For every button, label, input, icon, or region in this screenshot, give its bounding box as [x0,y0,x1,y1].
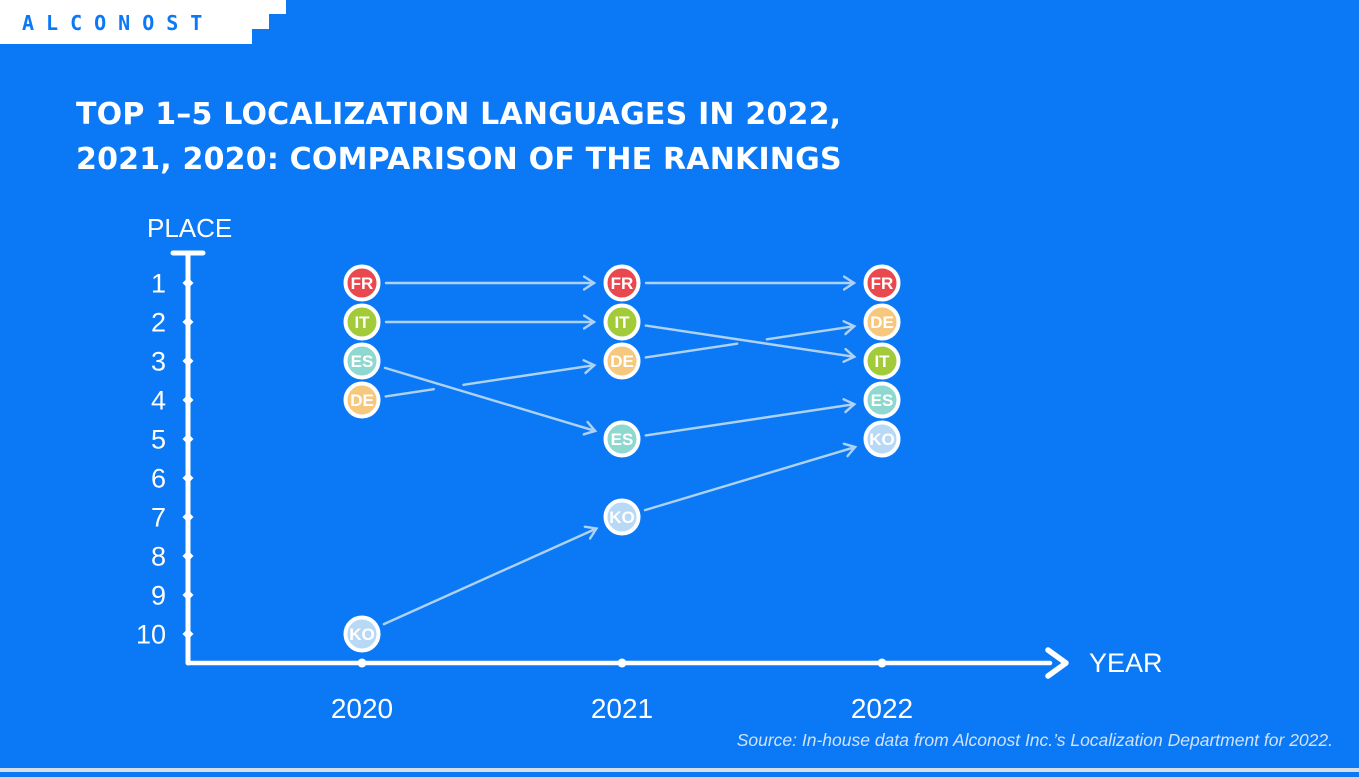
logo-banner: ALCONOST [0,0,286,44]
connector-KO-2021-to-2022 [643,447,855,512]
badge-IT-2022: IT [863,342,901,380]
badge-ES-2020: ES [343,342,381,380]
badge-circle-KO [343,615,381,653]
source-note: Source: In-house data from Alconost Inc.… [736,730,1333,750]
x-tick-2022 [877,658,887,668]
badge-label-IT: IT [614,313,630,332]
y-tick-label-place-9: 9 [151,581,166,611]
badge-DE-2022: DE [863,303,901,341]
y-tick-label-place-2: 2 [151,308,166,338]
badge-circle-IT [863,342,901,380]
connector-DE-2021-to-2022 [765,326,854,341]
badge-circle-DE [343,381,381,419]
y-tick-place-8 [182,550,194,562]
x-axis-arrowhead-icon [1045,647,1069,679]
x-tick-2021 [617,658,627,668]
y-tick-label-place-1: 1 [151,269,166,299]
badge-FR-2022: FR [863,264,901,302]
y-tick-place-9 [182,589,194,601]
badge-IT-2021: IT [603,303,641,341]
badge-circle-IT [603,303,641,341]
logo-banner-shape [0,0,286,44]
badge-label-FR: FR [611,274,634,293]
badge-circle-KO [603,498,641,536]
badge-circle-DE [603,342,641,380]
y-tick-place-1 [182,277,194,289]
badge-circle-IT [343,303,381,341]
logo-wordmark: ALCONOST [22,11,214,35]
y-tick-place-5 [182,433,194,445]
y-tick-label-place-8: 8 [151,542,166,572]
x-tick-2020 [357,658,367,668]
badge-FR-2020: FR [343,264,381,302]
page-title: TOP 1–5 LOCALIZATION LANGUAGES IN 2022, … [76,92,842,182]
badge-label-DE: DE [610,352,634,371]
y-tick-label-place-10: 10 [136,620,166,650]
y-tick-place-2 [182,316,194,328]
y-tick-place-3 [182,355,194,367]
page-title-line2: 2021, 2020: COMPARISON OF THE RANKINGS [76,142,842,177]
badge-KO-2020: KO [343,615,381,653]
badge-KO-2022: KO [863,420,901,458]
badge-label-DE: DE [350,391,374,410]
badge-DE-2020: DE [343,381,381,419]
connector-ES-2020-to-2021 [383,366,595,431]
badge-label-KO: KO [609,508,635,527]
connector-DE-2020-to-2021 [462,365,595,386]
bottom-strip [0,768,1359,772]
connector-DE-2021-to-2022 [644,342,739,359]
connector-ES-2021-to-2022 [644,404,855,437]
badge-label-KO: KO [869,430,895,449]
badge-label-FR: FR [871,274,894,293]
badge-label-KO: KO [349,625,375,644]
badge-label-DE: DE [870,313,894,332]
x-tick-label-2021: 2021 [591,693,653,724]
badge-KO-2021: KO [603,498,641,536]
y-tick-place-7 [182,511,194,523]
badge-circle-ES [343,342,381,380]
badge-label-ES: ES [871,391,894,410]
y-tick-label-place-7: 7 [151,503,166,533]
page-title-line1: TOP 1–5 LOCALIZATION LANGUAGES IN 2022, [76,97,842,132]
badge-label-ES: ES [351,352,374,371]
connector-KO-2020-to-2021 [382,528,597,626]
y-axis-title: PLACE [147,213,232,243]
badge-ES-2021: ES [603,420,641,458]
badge-circle-ES [603,420,641,458]
badge-label-ES: ES [611,430,634,449]
badge-label-FR: FR [351,274,374,293]
badge-circle-KO [863,420,901,458]
y-tick-label-place-5: 5 [151,425,166,455]
badge-label-IT: IT [874,352,890,371]
badge-circle-ES [863,381,901,419]
badge-circle-FR [863,264,901,302]
y-tick-label-place-4: 4 [151,386,166,416]
badge-circle-DE [863,303,901,341]
badge-FR-2021: FR [603,264,641,302]
y-tick-label-place-6: 6 [151,464,166,494]
x-axis-title: YEAR [1089,648,1163,678]
y-tick-place-4 [182,394,194,406]
connector-DE-2020-to-2021 [384,388,436,398]
badge-IT-2020: IT [343,303,381,341]
badge-DE-2021: DE [603,342,641,380]
badge-circle-FR [343,264,381,302]
y-tick-label-place-3: 3 [151,347,166,377]
badge-circle-FR [603,264,641,302]
x-tick-label-2022: 2022 [851,693,913,724]
badge-ES-2022: ES [863,381,901,419]
connector-IT-2021-to-2022 [644,324,855,357]
y-tick-place-10 [182,628,194,640]
x-tick-label-2020: 2020 [331,693,393,724]
y-tick-place-6 [182,472,194,484]
badge-label-IT: IT [354,313,370,332]
